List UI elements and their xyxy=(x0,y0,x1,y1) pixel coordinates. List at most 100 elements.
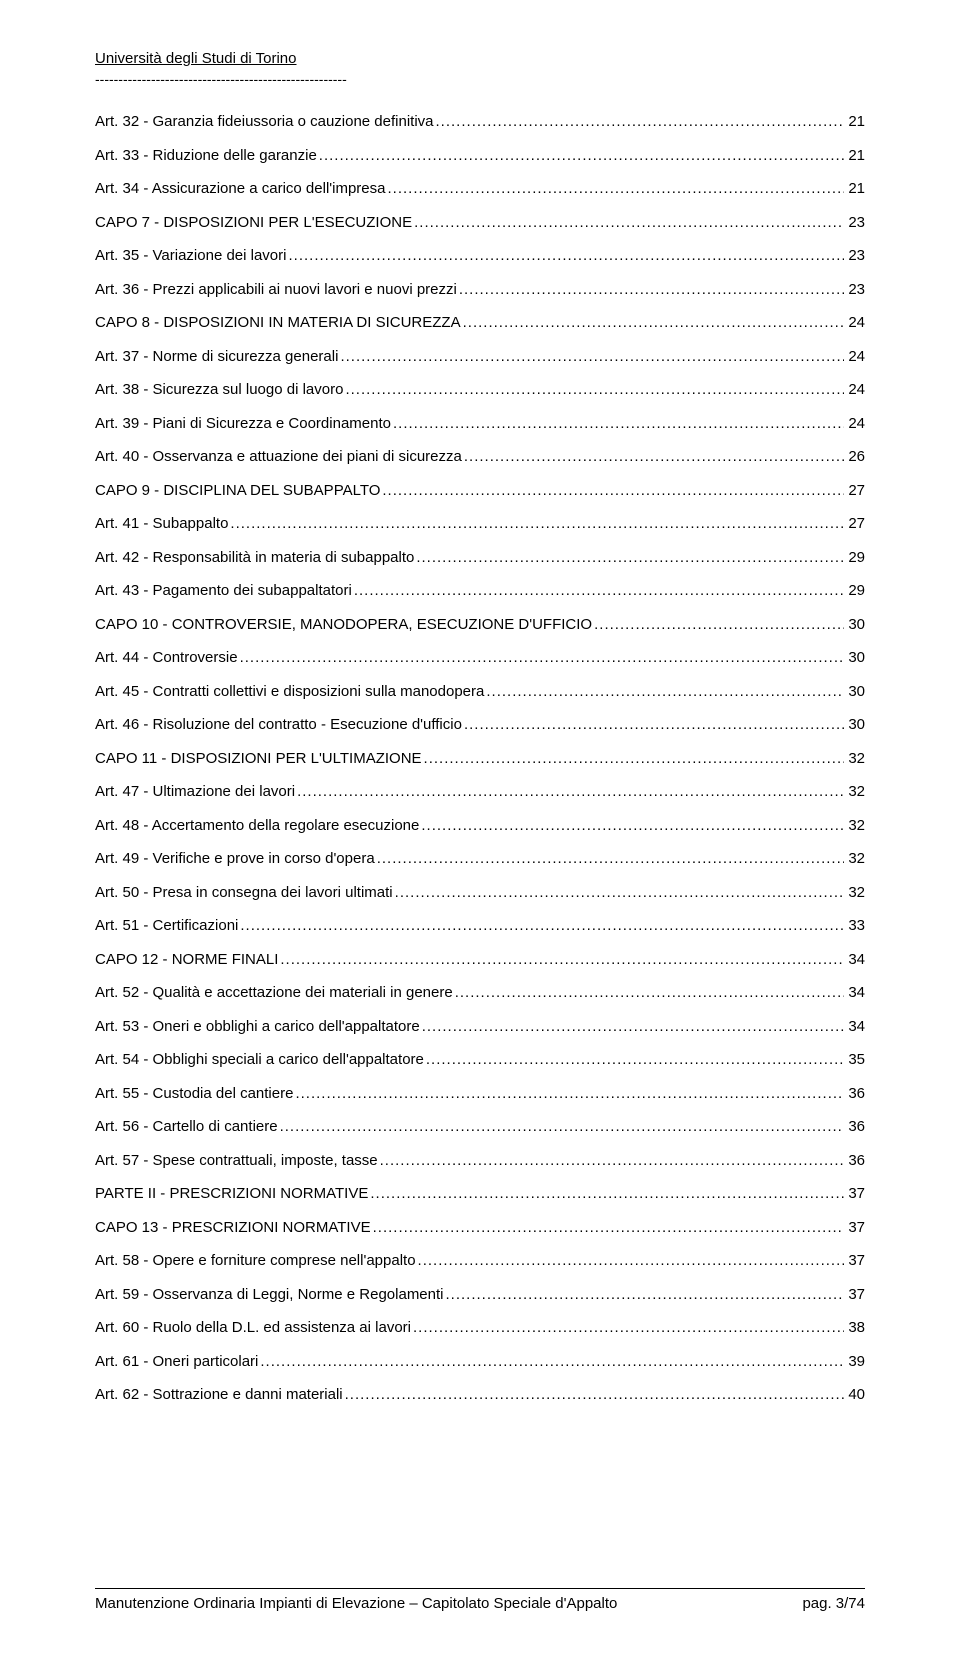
toc-entry-label: Art. 54 - Obblighi speciali a carico del… xyxy=(95,1051,424,1068)
toc-entry: CAPO 11 - DISPOSIZIONI PER L'ULTIMAZIONE… xyxy=(95,750,865,767)
toc-entry: Art. 50 - Presa in consegna dei lavori u… xyxy=(95,884,865,901)
toc-leader-dots xyxy=(380,1152,845,1169)
toc-entry-label: Art. 43 - Pagamento dei subappaltatori xyxy=(95,582,352,599)
toc-entry: Art. 51 - Certificazioni 33 xyxy=(95,917,865,934)
toc-leader-dots xyxy=(594,616,844,633)
footer-left: Manutenzione Ordinaria Impianti di Eleva… xyxy=(95,1595,617,1612)
toc-entry: Art. 53 - Oneri e obblighi a carico dell… xyxy=(95,1018,865,1035)
toc-entry-page: 34 xyxy=(846,984,865,1001)
toc-leader-dots xyxy=(354,582,844,599)
toc-leader-dots xyxy=(426,1051,844,1068)
toc-entry-label: Art. 61 - Oneri particolari xyxy=(95,1353,258,1370)
toc-leader-dots xyxy=(422,1018,845,1035)
toc-entry-page: 34 xyxy=(846,1018,865,1035)
toc-entry-label: Art. 37 - Norme di sicurezza generali xyxy=(95,348,338,365)
toc-entry-label: Art. 32 - Garanzia fideiussoria o cauzio… xyxy=(95,113,434,130)
toc-leader-dots xyxy=(455,984,845,1001)
toc-leader-dots xyxy=(373,1219,845,1236)
toc-entry: Art. 55 - Custodia del cantiere 36 xyxy=(95,1085,865,1102)
toc-entry: CAPO 8 - DISPOSIZIONI IN MATERIA DI SICU… xyxy=(95,314,865,331)
toc-leader-dots xyxy=(280,951,844,968)
toc-entry-label: Art. 39 - Piani di Sicurezza e Coordinam… xyxy=(95,415,391,432)
toc-leader-dots xyxy=(463,314,845,331)
toc-entry-page: 32 xyxy=(846,817,865,834)
toc-entry-label: Art. 58 - Opere e forniture comprese nel… xyxy=(95,1252,416,1269)
toc-entry: Art. 35 - Variazione dei lavori 23 xyxy=(95,247,865,264)
toc-entry: Art. 39 - Piani di Sicurezza e Coordinam… xyxy=(95,415,865,432)
header-university: Università degli Studi di Torino xyxy=(95,50,865,67)
toc-entry-page: 24 xyxy=(846,381,865,398)
toc-entry-page: 21 xyxy=(846,113,865,130)
toc-entry-label: Art. 45 - Contratti collettivi e disposi… xyxy=(95,683,484,700)
toc-entry-page: 36 xyxy=(846,1118,865,1135)
toc-leader-dots xyxy=(388,180,845,197)
toc-entry-label: Art. 42 - Responsabilità in materia di s… xyxy=(95,549,414,566)
toc-entry-page: 23 xyxy=(846,247,865,264)
toc-entry-label: Art. 53 - Oneri e obblighi a carico dell… xyxy=(95,1018,420,1035)
toc-entry-page: 27 xyxy=(846,515,865,532)
toc-entry-page: 38 xyxy=(846,1319,865,1336)
toc-entry-page: 30 xyxy=(846,649,865,666)
toc-leader-dots xyxy=(370,1185,844,1202)
toc-leader-dots xyxy=(416,549,844,566)
toc-leader-dots xyxy=(340,348,844,365)
toc-leader-dots xyxy=(240,649,845,666)
toc-entry-page: 24 xyxy=(846,348,865,365)
toc-entry: Art. 56 - Cartello di cantiere 36 xyxy=(95,1118,865,1135)
toc-entry: CAPO 13 - PRESCRIZIONI NORMATIVE 37 xyxy=(95,1219,865,1236)
toc-entry-label: CAPO 8 - DISPOSIZIONI IN MATERIA DI SICU… xyxy=(95,314,461,331)
page-footer: Manutenzione Ordinaria Impianti di Eleva… xyxy=(95,1588,865,1612)
toc-leader-dots xyxy=(319,147,845,164)
toc-entry: Art. 36 - Prezzi applicabili ai nuovi la… xyxy=(95,281,865,298)
toc-entry-label: Art. 34 - Assicurazione a carico dell'im… xyxy=(95,180,386,197)
toc-entry-label: Art. 44 - Controversie xyxy=(95,649,238,666)
toc-entry-label: Art. 40 - Osservanza e attuazione dei pi… xyxy=(95,448,462,465)
toc-leader-dots xyxy=(424,750,845,767)
toc-entry-label: CAPO 7 - DISPOSIZIONI PER L'ESECUZIONE xyxy=(95,214,412,231)
toc-entry-label: Art. 60 - Ruolo della D.L. ed assistenza… xyxy=(95,1319,411,1336)
toc-entry-page: 27 xyxy=(846,482,865,499)
footer-right: pag. 3/74 xyxy=(802,1595,865,1612)
toc-entry: CAPO 10 - CONTROVERSIE, MANODOPERA, ESEC… xyxy=(95,616,865,633)
toc-entry-page: 30 xyxy=(846,716,865,733)
toc-entry: Art. 52 - Qualità e accettazione dei mat… xyxy=(95,984,865,1001)
toc-entry-label: Art. 59 - Osservanza di Leggi, Norme e R… xyxy=(95,1286,444,1303)
toc-entry-label: Art. 49 - Verifiche e prove in corso d'o… xyxy=(95,850,375,867)
toc-entry-page: 30 xyxy=(846,683,865,700)
toc-entry-page: 33 xyxy=(846,917,865,934)
toc-entry-page: 26 xyxy=(846,448,865,465)
toc-leader-dots xyxy=(418,1252,845,1269)
toc-leader-dots xyxy=(436,113,845,130)
toc-entry-page: 37 xyxy=(846,1219,865,1236)
toc-leader-dots xyxy=(395,884,845,901)
toc-entry-label: CAPO 10 - CONTROVERSIE, MANODOPERA, ESEC… xyxy=(95,616,592,633)
toc-entry-page: 37 xyxy=(846,1286,865,1303)
toc-entry-page: 32 xyxy=(846,884,865,901)
toc-entry-page: 23 xyxy=(846,281,865,298)
toc-entry-label: CAPO 13 - PRESCRIZIONI NORMATIVE xyxy=(95,1219,371,1236)
toc-leader-dots xyxy=(382,482,844,499)
toc-entry-page: 24 xyxy=(846,415,865,432)
toc-entry-label: CAPO 12 - NORME FINALI xyxy=(95,951,278,968)
toc-entry: Art. 32 - Garanzia fideiussoria o cauzio… xyxy=(95,113,865,130)
toc-leader-dots xyxy=(393,415,844,432)
toc-leader-dots xyxy=(280,1118,845,1135)
toc-entry-page: 39 xyxy=(846,1353,865,1370)
toc-entry-page: 37 xyxy=(846,1252,865,1269)
toc-entry: Art. 46 - Risoluzione del contratto - Es… xyxy=(95,716,865,733)
toc-entry: CAPO 12 - NORME FINALI 34 xyxy=(95,951,865,968)
toc-leader-dots xyxy=(230,515,844,532)
toc-entry: Art. 58 - Opere e forniture comprese nel… xyxy=(95,1252,865,1269)
toc-entry-page: 36 xyxy=(846,1085,865,1102)
toc-leader-dots xyxy=(459,281,844,298)
toc-entry-label: Art. 62 - Sottrazione e danni materiali xyxy=(95,1386,343,1403)
toc-entry: Art. 42 - Responsabilità in materia di s… xyxy=(95,549,865,566)
toc-leader-dots xyxy=(345,1386,845,1403)
toc-entry-label: CAPO 9 - DISCIPLINA DEL SUBAPPALTO xyxy=(95,482,380,499)
footer-rule xyxy=(95,1588,865,1589)
toc-entry: Art. 44 - Controversie 30 xyxy=(95,649,865,666)
toc-entry-page: 32 xyxy=(846,783,865,800)
toc-leader-dots xyxy=(421,817,844,834)
toc-entry-page: 37 xyxy=(846,1185,865,1202)
toc-entry: CAPO 9 - DISCIPLINA DEL SUBAPPALTO 27 xyxy=(95,482,865,499)
